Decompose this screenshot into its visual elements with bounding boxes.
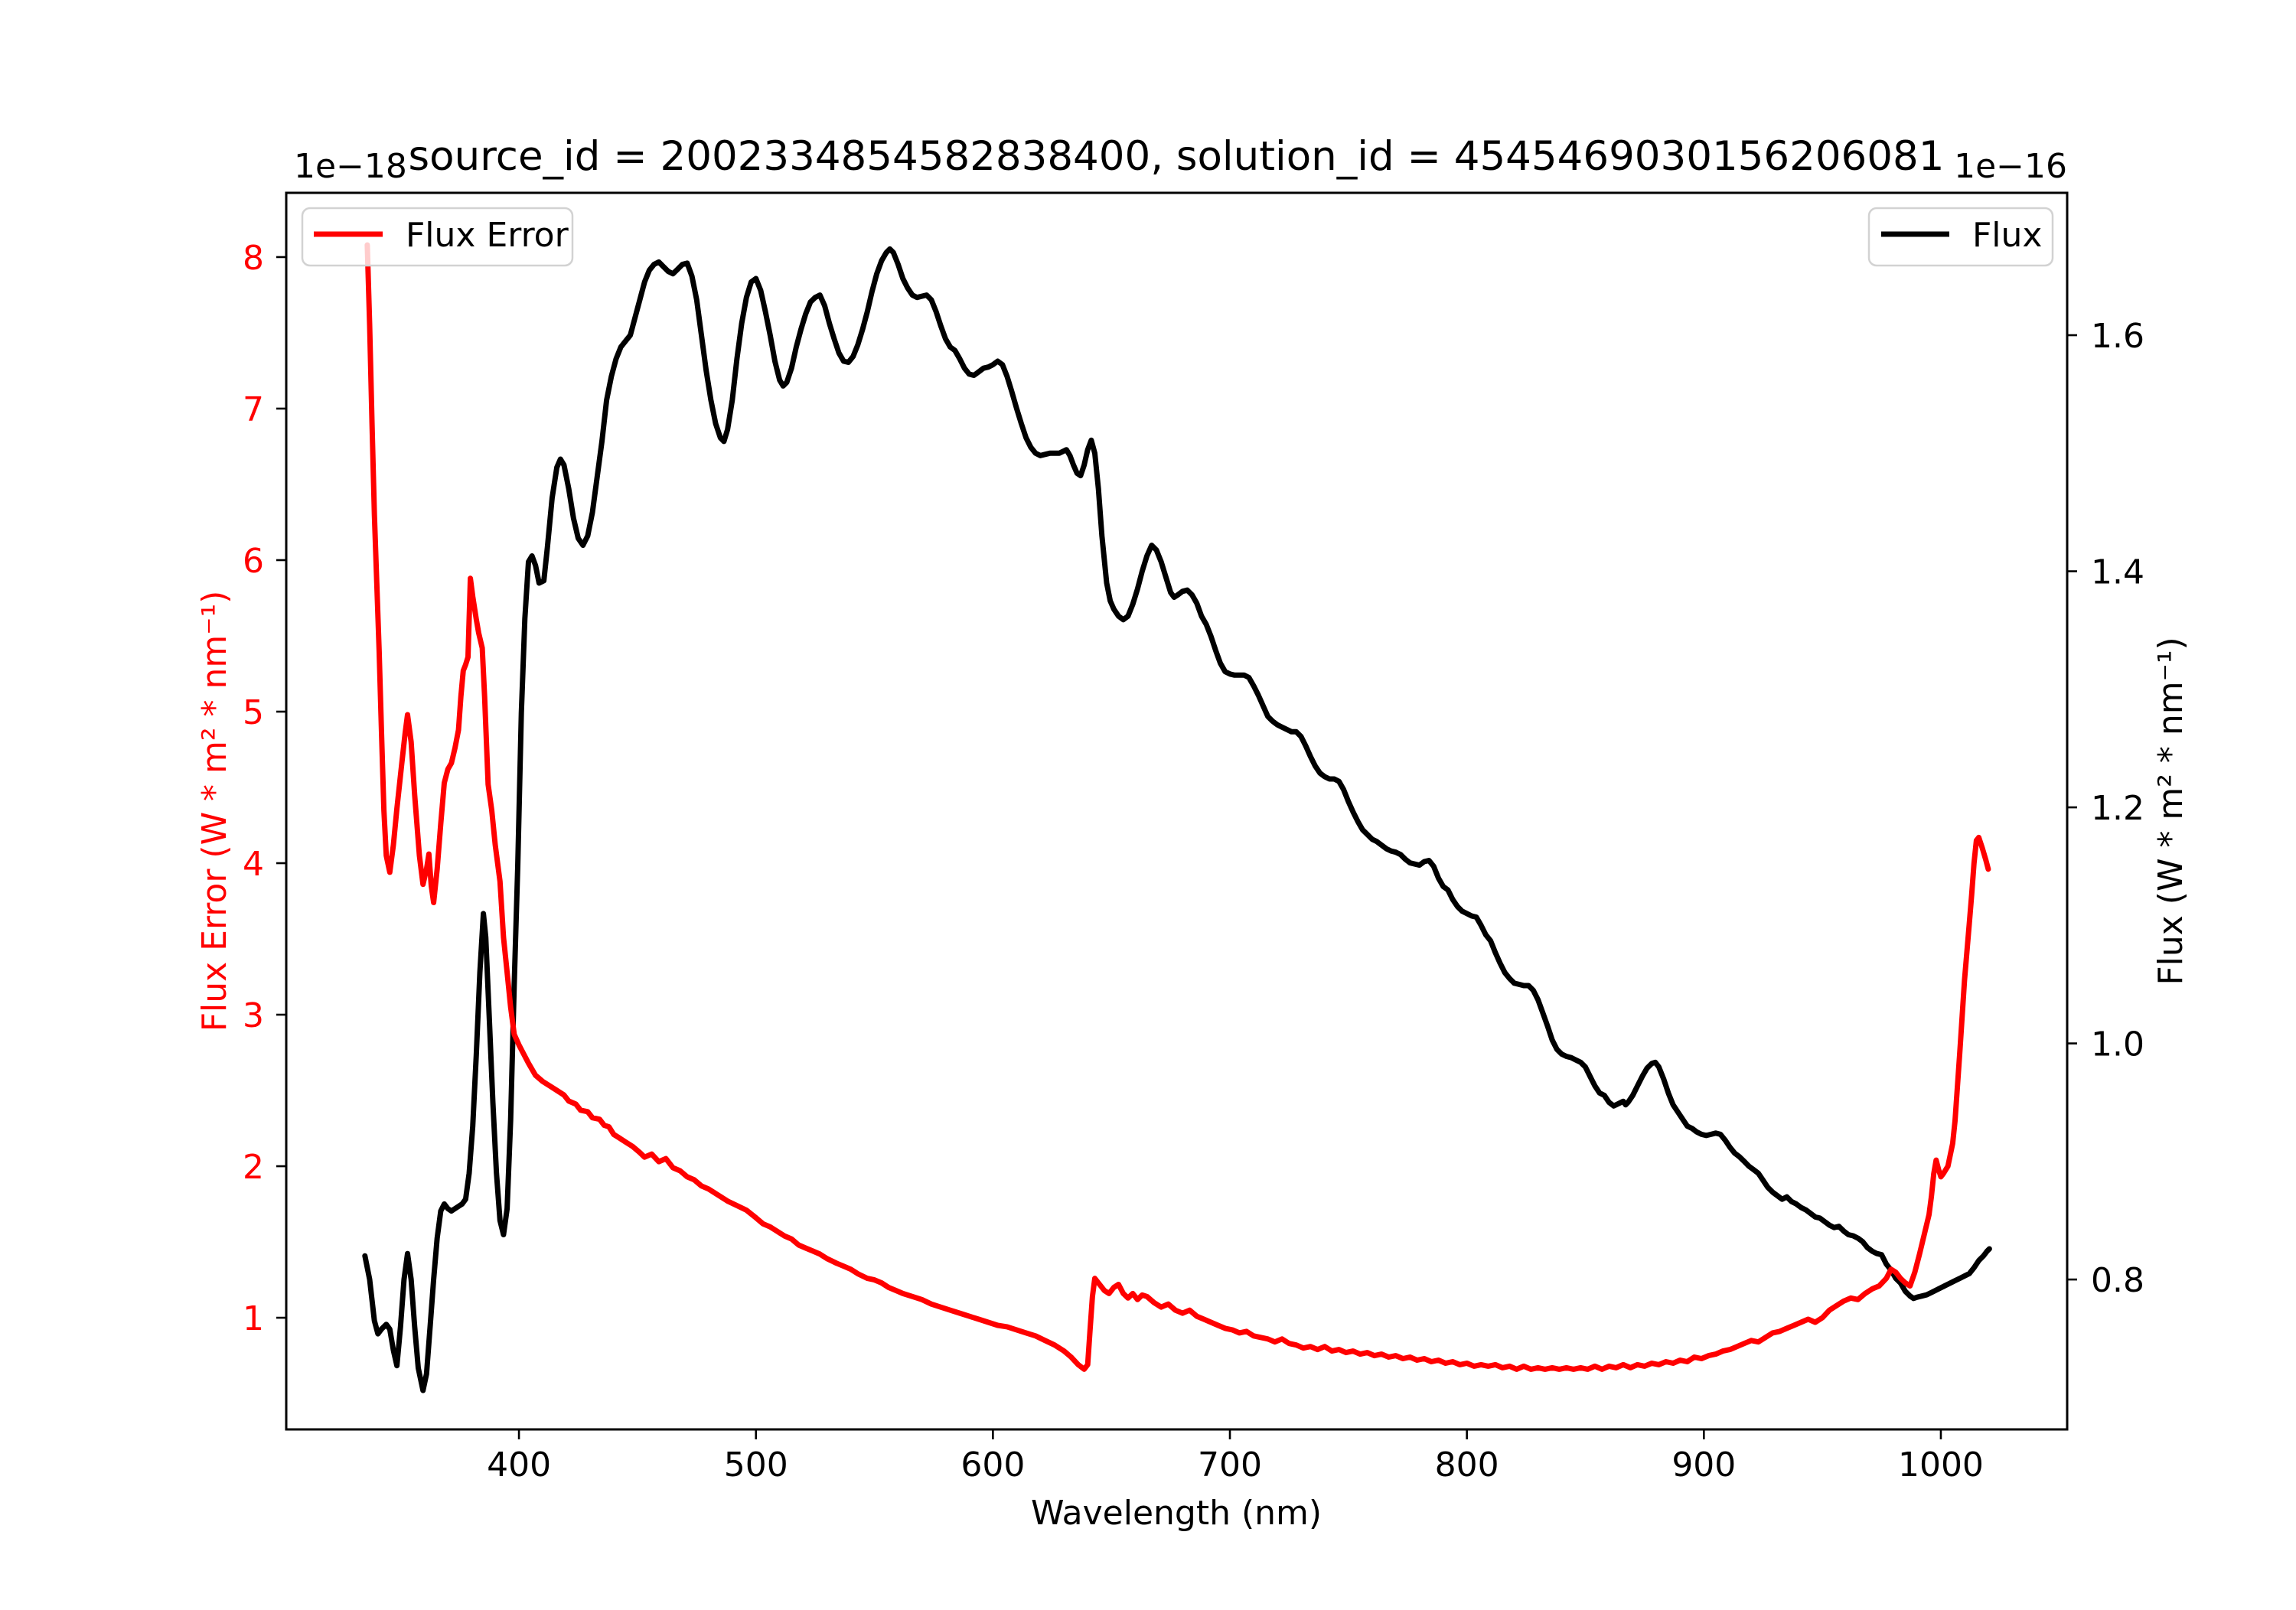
- y-left-tick-label: 1: [243, 1299, 264, 1338]
- x-tick-label: 900: [1671, 1445, 1736, 1485]
- y-right-offset-label: 1e−16: [1954, 147, 2067, 186]
- x-tick-label: 600: [960, 1445, 1025, 1485]
- y-left-tick-label: 2: [243, 1148, 264, 1187]
- legend-box: [301, 207, 574, 267]
- y-right-tick-label: 1.6: [2091, 317, 2144, 356]
- legend-label: Flux: [1972, 216, 2042, 255]
- legend-flux: Flux: [1867, 207, 2054, 267]
- y-left-tick-label: 7: [243, 390, 264, 429]
- y-left-tick-label: 8: [243, 239, 264, 278]
- legend-flux-error: Flux Error: [301, 207, 574, 267]
- y-left-offset-label: 1e−18: [294, 147, 407, 186]
- y-left-tick-label: 3: [243, 996, 264, 1035]
- y-right-tick-label: 1.4: [2091, 553, 2144, 592]
- y-left-tick-label: 4: [243, 845, 264, 884]
- legend-label: Flux Error: [406, 216, 569, 255]
- y-right-tick-label: 1.0: [2091, 1025, 2144, 1064]
- y-axis-right-label: Flux (W * m² * nm⁻¹): [2151, 637, 2190, 985]
- x-tick-label: 500: [724, 1445, 788, 1485]
- flux-error-line: [364, 242, 1991, 1372]
- x-tick-label: 1000: [1898, 1445, 1984, 1485]
- y-axis-left: 1 2 3 4 5 6 7 8: [243, 239, 286, 1338]
- plot-frame: [285, 191, 2069, 1431]
- y-right-tick-label: 0.8: [2091, 1261, 2144, 1300]
- x-tick-label: 700: [1198, 1445, 1262, 1485]
- y-left-tick-label: 6: [243, 542, 264, 581]
- x-tick-label: 800: [1435, 1445, 1499, 1485]
- flux-line: [362, 246, 1992, 1393]
- x-axis: 400 500 600 700 800 900 1000: [487, 1429, 1984, 1485]
- x-axis-label: Wavelength (nm): [1031, 1494, 1322, 1533]
- x-tick-label: 400: [487, 1445, 551, 1485]
- chart-title: source_id = 2002334854582838400, solutio…: [409, 133, 1945, 180]
- y-axis-left-label: Flux Error (W * m² * nm⁻¹): [195, 591, 234, 1032]
- legend-box: [1867, 207, 2054, 267]
- y-left-tick-label: 5: [243, 693, 264, 732]
- y-axis-right: 0.8 1.0 1.2 1.4 1.6: [2067, 317, 2144, 1300]
- y-right-tick-label: 1.2: [2091, 789, 2144, 828]
